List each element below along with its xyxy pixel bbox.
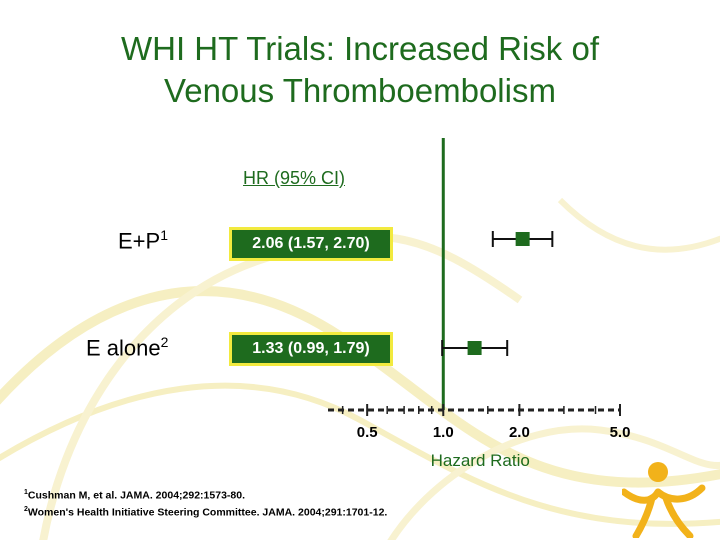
hr-value-box-e-alone: 1.33 (0.99, 1.79) — [229, 332, 393, 366]
hr-value-box-ep: 2.06 (1.57, 2.70) — [229, 227, 393, 261]
x-tick-label: 0.5 — [357, 424, 378, 441]
row-label-e-alone-ref: 2 — [160, 334, 169, 350]
title-line-2: Venous Thromboembolism — [164, 72, 556, 109]
footnote-1: 1Cushman M, et al. JAMA. 2004;292:1573-8… — [24, 486, 387, 503]
footnote-2-num: 2 — [24, 505, 28, 513]
row-label-ep: E+P1 — [118, 227, 168, 254]
hr-column-header: HR (95% CI) — [243, 168, 346, 188]
footnote-2: 2Women's Health Initiative Steering Comm… — [24, 503, 387, 520]
forest-marks — [441, 231, 554, 356]
hr-point — [467, 341, 482, 355]
footnote-1-text: Cushman M, et al. JAMA. 2004;292:1573-80… — [27, 489, 245, 502]
whi-logo — [622, 462, 706, 538]
row-label-e-alone: E alone2 — [86, 334, 168, 361]
footnotes: 1Cushman M, et al. JAMA. 2004;292:1573-8… — [24, 486, 387, 519]
row-label-ep-ref: 1 — [160, 227, 168, 243]
row-label-e-alone-text: E alone — [86, 335, 161, 361]
title-line-1: WHI HT Trials: Increased Risk of — [120, 30, 599, 67]
x-axis-title: Hazard Ratio — [431, 451, 530, 470]
footnote-1-num: 1 — [24, 489, 28, 496]
footnote-2-text: Women's Health Initiative Steering Commi… — [27, 506, 388, 518]
hr-point — [515, 232, 530, 246]
x-tick-label: 1.0 — [433, 424, 454, 441]
x-tick-label: 2.0 — [509, 424, 530, 441]
forest-axis: 0.5 1.0 2.0 5.0 Hazard Ratio — [328, 138, 630, 470]
row-label-ep-text: E+P — [118, 228, 161, 254]
x-tick-label: 5.0 — [610, 424, 631, 441]
slide-title: WHI HT Trials: Increased Risk of Venous … — [0, 28, 720, 112]
